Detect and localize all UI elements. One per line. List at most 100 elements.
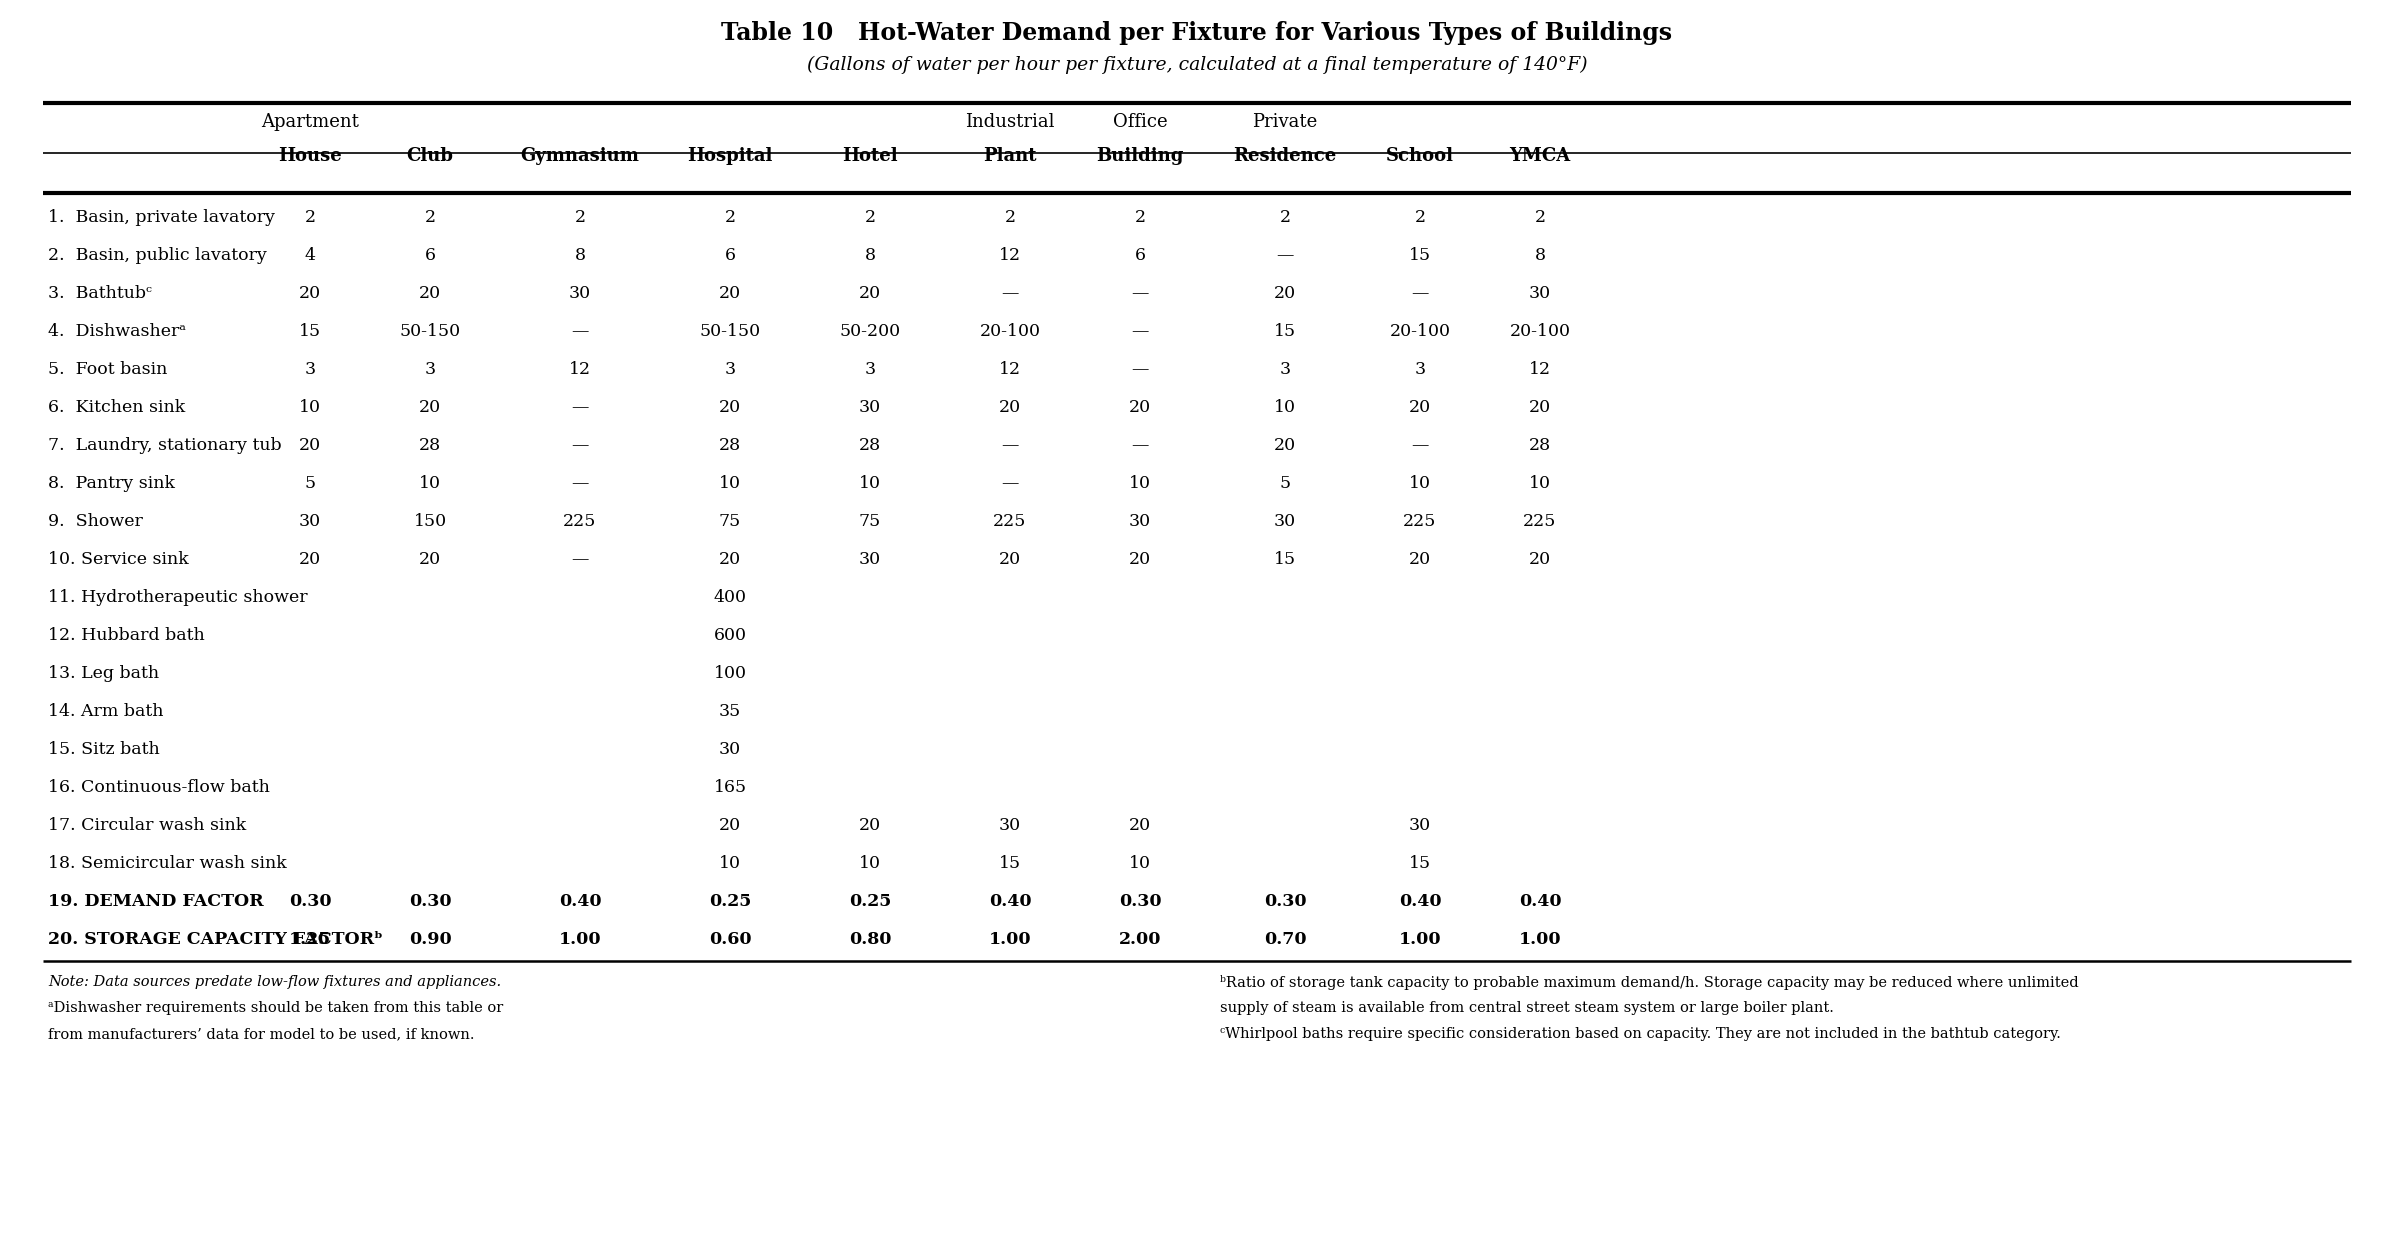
Text: 20: 20 [1274, 437, 1295, 454]
Text: 20: 20 [1130, 550, 1152, 568]
Text: 15. Sitz bath: 15. Sitz bath [48, 741, 160, 758]
Text: 50-150: 50-150 [400, 323, 460, 340]
Text: 0.30: 0.30 [409, 893, 452, 909]
Text: 20. STORAGE CAPACITY FACTORᵇ: 20. STORAGE CAPACITY FACTORᵇ [48, 931, 383, 948]
Text: 20: 20 [1274, 285, 1295, 301]
Text: —: — [572, 475, 589, 492]
Text: 20: 20 [419, 399, 440, 417]
Text: 10: 10 [1410, 475, 1432, 492]
Text: 15: 15 [998, 854, 1022, 872]
Text: Apartment: Apartment [261, 113, 359, 131]
Text: 6.  Kitchen sink: 6. Kitchen sink [48, 399, 184, 417]
Text: —: — [572, 323, 589, 340]
Text: 225: 225 [1403, 513, 1436, 530]
Text: 6: 6 [725, 246, 735, 264]
Text: 4.  Dishwasherᵃ: 4. Dishwasherᵃ [48, 323, 187, 340]
Text: YMCA: YMCA [1508, 148, 1570, 165]
Text: 1.  Basin, private lavatory: 1. Basin, private lavatory [48, 209, 275, 226]
Text: 2: 2 [1535, 209, 1547, 226]
Text: 10: 10 [718, 854, 742, 872]
Text: 10: 10 [299, 399, 321, 417]
Text: 0.30: 0.30 [1118, 893, 1161, 909]
Text: 225: 225 [563, 513, 596, 530]
Text: 4: 4 [304, 246, 316, 264]
Text: 10: 10 [859, 854, 881, 872]
Text: 30: 30 [1130, 513, 1152, 530]
Text: 0.40: 0.40 [1398, 893, 1441, 909]
Text: 2: 2 [864, 209, 876, 226]
Text: 0.90: 0.90 [409, 931, 452, 948]
Text: 30: 30 [570, 285, 591, 301]
Text: ᵃDishwasher requirements should be taken from this table or: ᵃDishwasher requirements should be taken… [48, 1001, 503, 1015]
Text: (Gallons of water per hour per fixture, calculated at a final temperature of 140: (Gallons of water per hour per fixture, … [807, 56, 1587, 74]
Text: 20: 20 [1530, 399, 1551, 417]
Text: Note: Data sources predate low-flow fixtures and appliances.: Note: Data sources predate low-flow fixt… [48, 975, 500, 990]
Text: 50-150: 50-150 [699, 323, 761, 340]
Text: 2: 2 [1135, 209, 1147, 226]
Text: 20: 20 [1130, 399, 1152, 417]
Text: 5.  Foot basin: 5. Foot basin [48, 362, 168, 378]
Text: 8: 8 [1535, 246, 1547, 264]
Text: 20: 20 [1410, 550, 1432, 568]
Text: ᵇRatio of storage tank capacity to probable maximum demand/h. Storage capacity m: ᵇRatio of storage tank capacity to proba… [1221, 975, 2078, 990]
Text: 6: 6 [424, 246, 436, 264]
Text: 10: 10 [1274, 399, 1295, 417]
Text: 20: 20 [859, 285, 881, 301]
Text: 10: 10 [1130, 854, 1152, 872]
Text: —: — [572, 437, 589, 454]
Text: 165: 165 [713, 779, 747, 796]
Text: 20: 20 [1410, 399, 1432, 417]
Text: 10. Service sink: 10. Service sink [48, 550, 189, 568]
Text: Hotel: Hotel [843, 148, 898, 165]
Text: 3: 3 [304, 362, 316, 378]
Text: 15: 15 [1274, 323, 1295, 340]
Text: 100: 100 [713, 666, 747, 682]
Text: 10: 10 [859, 475, 881, 492]
Text: 20: 20 [718, 817, 742, 834]
Text: 8: 8 [575, 246, 587, 264]
Text: Industrial: Industrial [965, 113, 1056, 131]
Text: Table 10   Hot-Water Demand per Fixture for Various Types of Buildings: Table 10 Hot-Water Demand per Fixture fo… [721, 21, 1673, 45]
Text: —: — [1001, 285, 1020, 301]
Text: 20-100: 20-100 [1511, 323, 1570, 340]
Text: 2: 2 [1005, 209, 1015, 226]
Text: 10: 10 [419, 475, 440, 492]
Text: 20: 20 [718, 285, 742, 301]
Text: —: — [1001, 475, 1020, 492]
Text: ᶜWhirlpool baths require specific consideration based on capacity. They are not : ᶜWhirlpool baths require specific consid… [1221, 1027, 2061, 1041]
Text: 3: 3 [424, 362, 436, 378]
Text: 6: 6 [1135, 246, 1144, 264]
Text: 8.  Pantry sink: 8. Pantry sink [48, 475, 175, 492]
Text: 28: 28 [1530, 437, 1551, 454]
Text: 0.25: 0.25 [709, 893, 752, 909]
Text: 1.00: 1.00 [989, 931, 1032, 948]
Text: 3: 3 [1278, 362, 1290, 378]
Text: 16. Continuous-flow bath: 16. Continuous-flow bath [48, 779, 271, 796]
Text: 11. Hydrotherapeutic shower: 11. Hydrotherapeutic shower [48, 589, 306, 605]
Text: 35: 35 [718, 703, 742, 721]
Text: —: — [1132, 285, 1149, 301]
Text: Hospital: Hospital [687, 148, 773, 165]
Text: 3: 3 [864, 362, 876, 378]
Text: 150: 150 [414, 513, 448, 530]
Text: —: — [1412, 285, 1429, 301]
Text: 30: 30 [1410, 817, 1432, 834]
Text: 30: 30 [1530, 285, 1551, 301]
Text: —: — [1276, 246, 1293, 264]
Text: 13. Leg bath: 13. Leg bath [48, 666, 158, 682]
Text: 0.70: 0.70 [1264, 931, 1307, 948]
Text: Office: Office [1113, 113, 1168, 131]
Text: 0.80: 0.80 [850, 931, 891, 948]
Text: 30: 30 [718, 741, 742, 758]
Text: 20: 20 [859, 817, 881, 834]
Text: 2: 2 [1278, 209, 1290, 226]
Text: 0.40: 0.40 [1518, 893, 1561, 909]
Text: 7.  Laundry, stationary tub: 7. Laundry, stationary tub [48, 437, 282, 454]
Text: 10: 10 [1130, 475, 1152, 492]
Text: 2: 2 [304, 209, 316, 226]
Text: Gymnasium: Gymnasium [519, 148, 639, 165]
Text: 2: 2 [1415, 209, 1424, 226]
Text: 0.60: 0.60 [709, 931, 752, 948]
Text: 15: 15 [1410, 854, 1432, 872]
Text: 30: 30 [859, 550, 881, 568]
